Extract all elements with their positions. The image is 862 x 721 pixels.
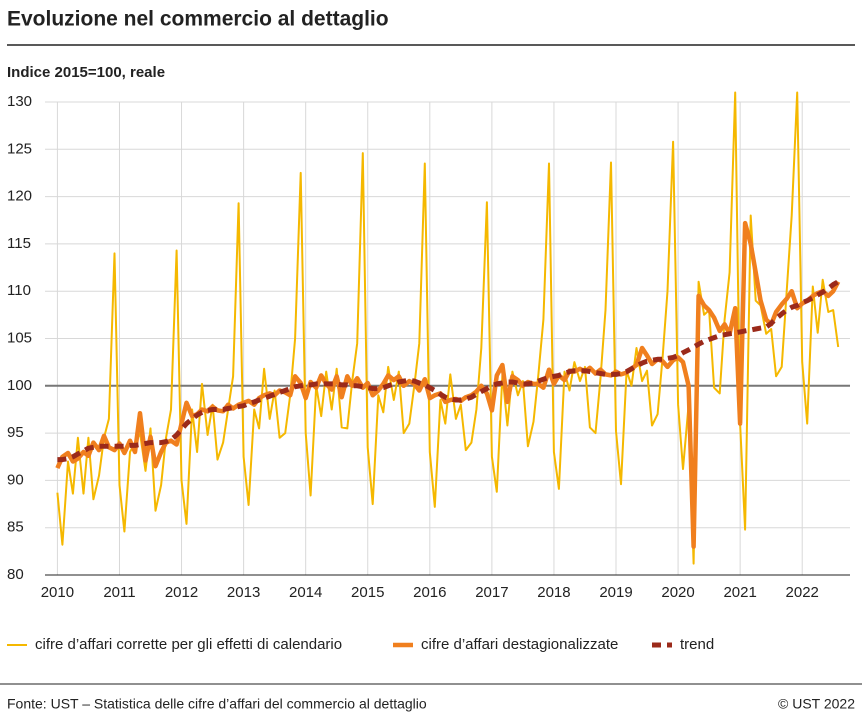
x-tick-label: 2021 — [723, 584, 756, 601]
y-tick-label: 80 — [7, 566, 24, 583]
y-tick-label: 100 — [7, 377, 32, 394]
x-tick-label: 2012 — [165, 584, 198, 601]
x-tick-label: 2017 — [475, 584, 508, 601]
legend-label: cifre d’affari destagionalizzate — [421, 636, 618, 653]
x-tick-label: 2018 — [537, 584, 570, 601]
y-tick-label: 85 — [7, 519, 24, 536]
legend-label: trend — [680, 636, 714, 653]
legend-label: cifre d’affari corrette per gli effetti … — [35, 636, 342, 653]
x-tick-label: 2020 — [661, 584, 694, 601]
x-tick-label: 2014 — [289, 584, 322, 601]
x-tick-label: 2013 — [227, 584, 260, 601]
y-tick-label: 120 — [7, 188, 32, 205]
x-tick-label: 2019 — [599, 584, 632, 601]
chart-title: Evoluzione nel commercio al dettaglio — [7, 8, 389, 31]
x-tick-label: 2011 — [103, 584, 135, 601]
y-tick-label: 95 — [7, 424, 24, 441]
series-line — [55, 220, 841, 549]
copyright: © UST 2022 — [778, 696, 855, 712]
y-tick-label: 90 — [7, 471, 24, 488]
x-tick-label: 2015 — [351, 584, 384, 601]
x-tick-label: 2010 — [41, 584, 74, 601]
y-tick-label: 110 — [7, 282, 31, 299]
series-line — [57, 279, 840, 463]
chart-subtitle: Indice 2015=100, reale — [7, 64, 165, 81]
y-tick-label: 130 — [7, 93, 32, 110]
x-tick-label: 2022 — [786, 584, 819, 601]
source: Fonte: UST – Statistica delle cifre d’af… — [7, 696, 427, 712]
y-tick-label: 115 — [7, 235, 31, 252]
y-tick-label: 125 — [7, 140, 32, 157]
y-tick-label: 105 — [7, 329, 32, 346]
x-tick-label: 2016 — [413, 584, 446, 601]
